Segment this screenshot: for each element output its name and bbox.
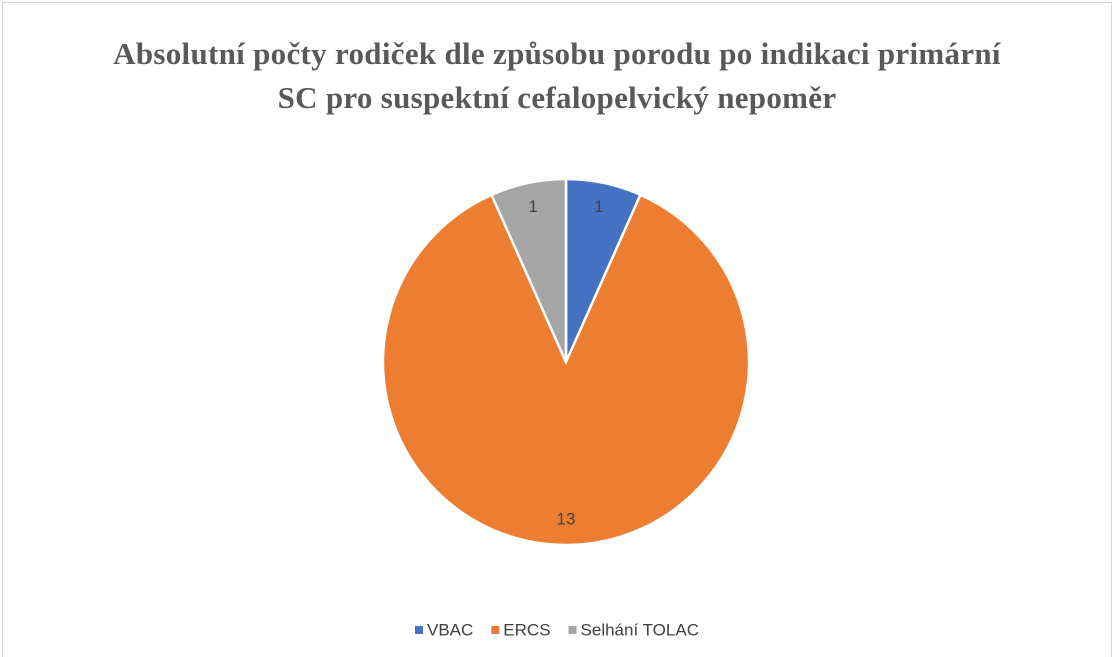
- legend-marker: [568, 626, 577, 634]
- legend-label: VBAC: [427, 620, 473, 639]
- legend-marker: [415, 626, 424, 634]
- data-label: 1: [594, 197, 603, 216]
- data-label: 1: [528, 197, 537, 216]
- legend-marker: [491, 626, 500, 634]
- pie-slice: [381, 193, 751, 547]
- legend-label: ERCS: [503, 620, 550, 639]
- legend-label: Selhání TOLAC: [581, 620, 699, 639]
- pie-slice: [489, 177, 568, 363]
- chart-title: Absolutní počty rodiček dle způsobu poro…: [113, 36, 1001, 115]
- data-label: 13: [557, 509, 576, 528]
